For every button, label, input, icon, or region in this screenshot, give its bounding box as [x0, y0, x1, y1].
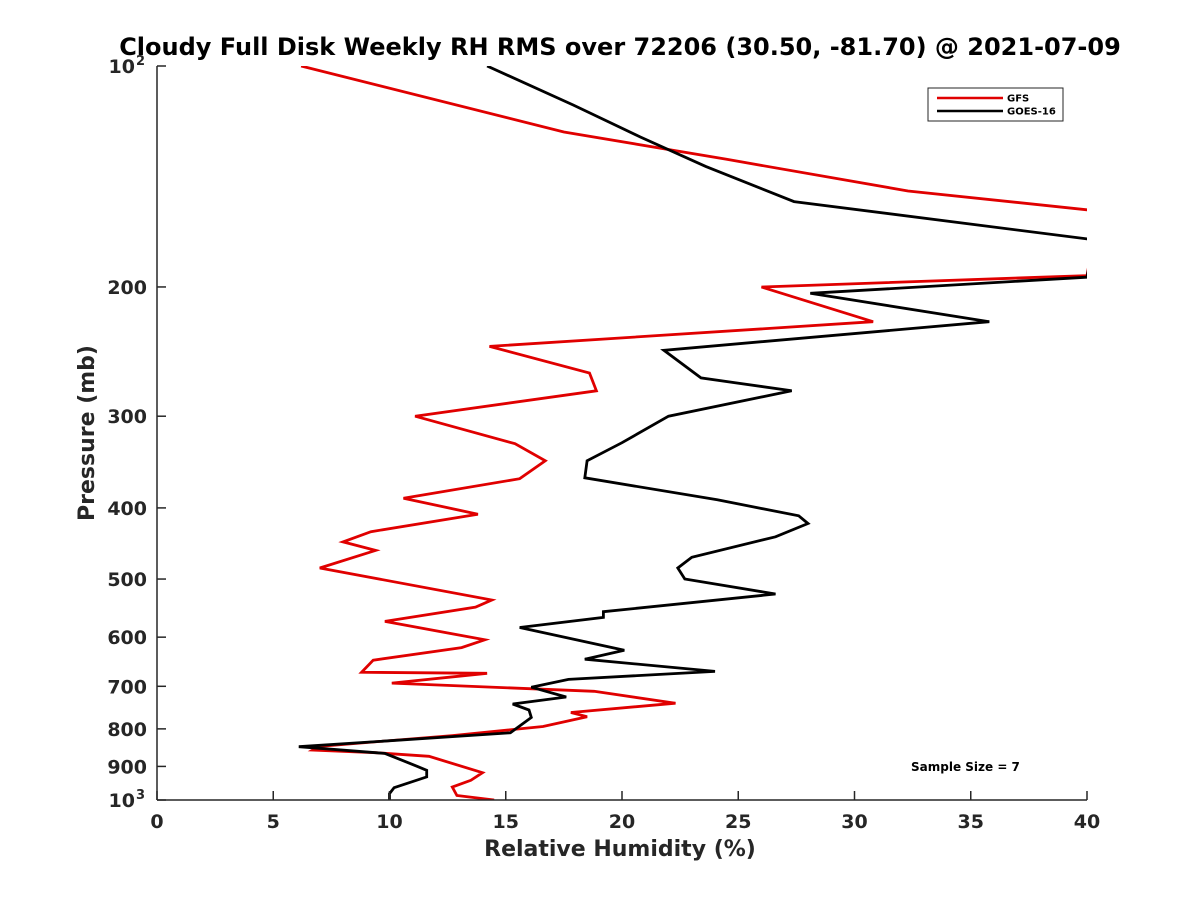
x-tick-label: 40 — [1074, 811, 1100, 833]
legend-box — [927, 87, 1064, 122]
x-tick-label: 15 — [493, 811, 519, 833]
axes — [156, 66, 1087, 801]
x-ticks: 0 5 10 15 20 25 30 35 40 — [150, 791, 1100, 833]
y-tick-label: 300 — [107, 406, 147, 428]
series-layer — [298, 66, 1087, 800]
chart-title: Cloudy Full Disk Weekly RH RMS over 7220… — [119, 33, 1121, 61]
x-tick-label: 25 — [725, 811, 751, 833]
x-tick-label: 10 — [376, 811, 402, 833]
y-tick-label: 800 — [107, 719, 147, 741]
y-axis-title: Pressure (mb) — [75, 345, 100, 521]
y-tick-label: 600 — [107, 627, 147, 649]
series-line-gfs — [300, 66, 1087, 800]
x-tick-label: 5 — [267, 811, 280, 833]
x-axis-title: Relative Humidity (%) — [484, 837, 756, 862]
x-tick-label: 30 — [841, 811, 867, 833]
legend-label-goes16: GOES-16 — [1007, 107, 1056, 118]
y-tick-label-exponent: 3 — [136, 788, 145, 803]
y-tick-label: 700 — [107, 676, 147, 698]
y-tick-label: 400 — [107, 498, 147, 520]
y-tick-label: 500 — [107, 569, 147, 591]
sample-size-annotation: Sample Size = 7 — [911, 760, 1020, 774]
series-line-goes16 — [298, 66, 1087, 800]
y-tick-label: 10 — [109, 790, 135, 812]
x-tick-label: 20 — [609, 811, 635, 833]
x-tick-label: 0 — [150, 811, 163, 833]
y-tick-label-exponent: 2 — [136, 54, 145, 69]
legend-label-gfs: GFS — [1007, 94, 1029, 105]
y-tick-label: 10 — [109, 56, 135, 78]
y-tick-label: 200 — [107, 277, 147, 299]
y-tick-label: 900 — [107, 756, 147, 778]
legend: GFS GOES-16 — [927, 87, 1064, 122]
x-tick-label: 35 — [958, 811, 984, 833]
